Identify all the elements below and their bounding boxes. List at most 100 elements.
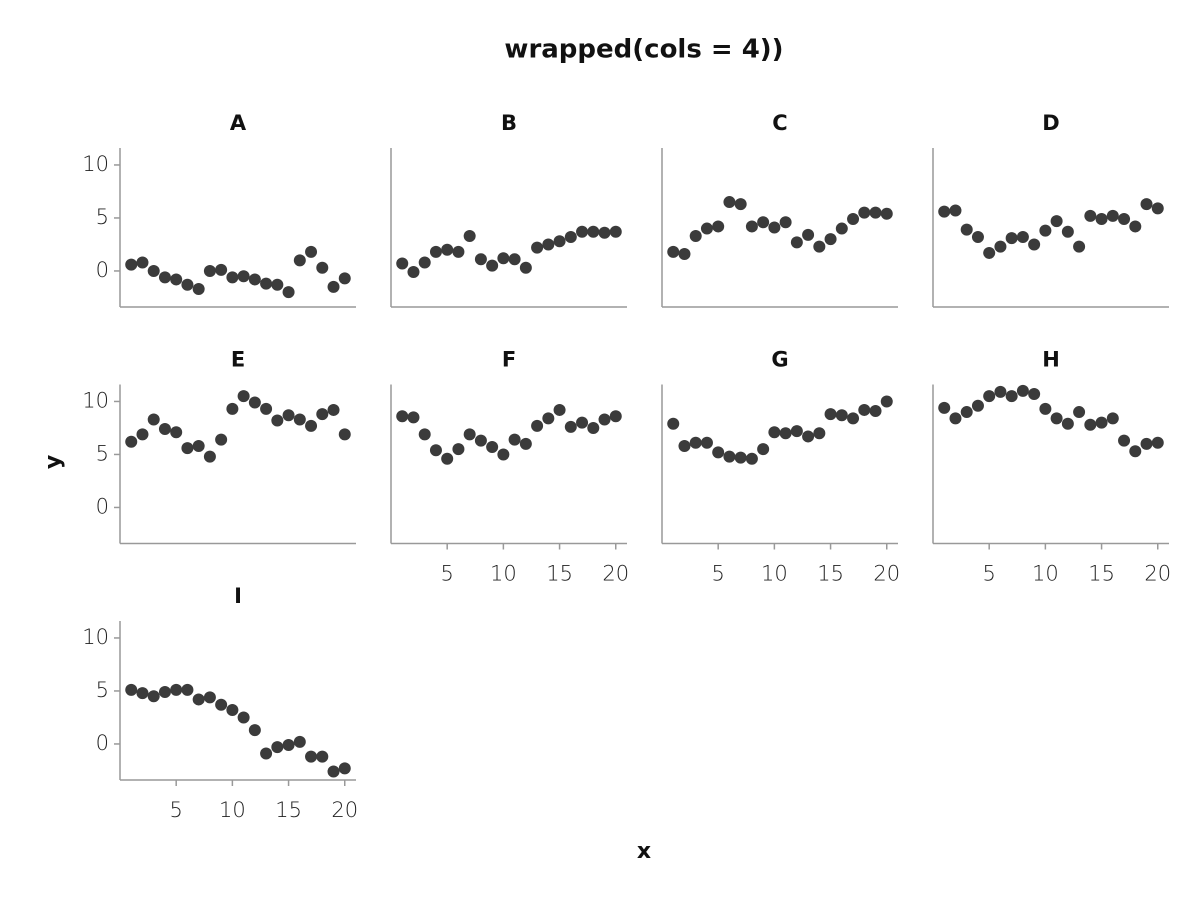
point — [824, 233, 837, 246]
point — [960, 223, 973, 236]
point — [1050, 215, 1063, 228]
point — [125, 258, 138, 271]
point — [1151, 202, 1164, 215]
point — [327, 403, 340, 416]
point — [700, 436, 713, 449]
panel-title: E — [231, 348, 245, 372]
x-tick-label: 15 — [546, 562, 573, 586]
point — [542, 238, 555, 251]
point — [293, 735, 306, 748]
point — [609, 225, 622, 238]
point — [802, 430, 815, 443]
point — [1129, 220, 1142, 233]
point — [136, 256, 149, 269]
point — [248, 396, 261, 409]
point — [1140, 198, 1153, 211]
point — [678, 439, 691, 452]
point — [1016, 384, 1029, 397]
point — [790, 236, 803, 249]
point — [1039, 402, 1052, 415]
y-tick-label: 10 — [82, 388, 109, 412]
y-tick-label: 5 — [96, 205, 109, 229]
x-tick-label: 15 — [275, 798, 302, 822]
y-tick-label: 10 — [82, 625, 109, 649]
point — [1084, 209, 1097, 222]
point — [338, 272, 351, 285]
point — [598, 413, 611, 426]
point — [960, 406, 973, 419]
point — [745, 452, 758, 465]
point — [1073, 240, 1086, 253]
point — [474, 253, 487, 266]
point — [271, 278, 284, 291]
point — [203, 450, 216, 463]
point — [1061, 225, 1074, 238]
point — [847, 412, 860, 425]
point — [452, 245, 465, 258]
point — [125, 435, 138, 448]
point — [531, 419, 544, 432]
point — [609, 410, 622, 423]
point — [271, 741, 284, 754]
point — [486, 259, 499, 272]
panel-title: I — [234, 584, 242, 608]
point — [835, 409, 848, 422]
point — [802, 228, 815, 241]
point — [260, 277, 273, 290]
point — [667, 245, 680, 258]
x-tick-label: 20 — [602, 562, 629, 586]
panel-title: C — [772, 111, 787, 135]
point — [1039, 224, 1052, 237]
point — [734, 451, 747, 464]
point — [1095, 416, 1108, 429]
x-tick-label: 5 — [712, 562, 725, 586]
point — [158, 423, 171, 436]
x-tick-label: 15 — [817, 562, 844, 586]
point — [293, 413, 306, 426]
point — [790, 425, 803, 438]
point — [407, 411, 420, 424]
point — [553, 235, 566, 248]
x-axis-label: x — [637, 839, 651, 864]
point — [316, 408, 329, 421]
point — [564, 420, 577, 433]
point — [938, 401, 951, 414]
point — [463, 428, 476, 441]
point — [971, 231, 984, 244]
figure-title: wrapped(cols = 4)) — [504, 35, 783, 65]
point — [689, 229, 702, 242]
point — [880, 207, 893, 220]
point — [519, 437, 532, 450]
x-tick-label: 20 — [331, 798, 358, 822]
point — [1118, 213, 1131, 226]
point — [396, 410, 409, 423]
point — [147, 413, 160, 426]
x-tick-label: 5 — [983, 562, 996, 586]
point — [396, 257, 409, 270]
point — [779, 216, 792, 229]
x-tick-label: 10 — [1032, 562, 1059, 586]
y-tick-label: 5 — [96, 678, 109, 702]
point — [983, 390, 996, 403]
point — [192, 282, 205, 295]
point — [1016, 231, 1029, 244]
point — [192, 439, 205, 452]
point — [305, 245, 318, 258]
point — [813, 427, 826, 440]
point — [745, 220, 758, 233]
point — [305, 750, 318, 763]
x-tick-label: 20 — [873, 562, 900, 586]
point — [1028, 238, 1041, 251]
point — [497, 448, 510, 461]
panel-title: F — [502, 348, 516, 372]
point — [226, 704, 239, 717]
x-tick-label: 10 — [219, 798, 246, 822]
point — [474, 434, 487, 447]
point — [994, 240, 1007, 253]
point — [158, 686, 171, 699]
point — [1061, 417, 1074, 430]
point — [1005, 232, 1018, 245]
point — [338, 428, 351, 441]
point — [667, 417, 680, 430]
